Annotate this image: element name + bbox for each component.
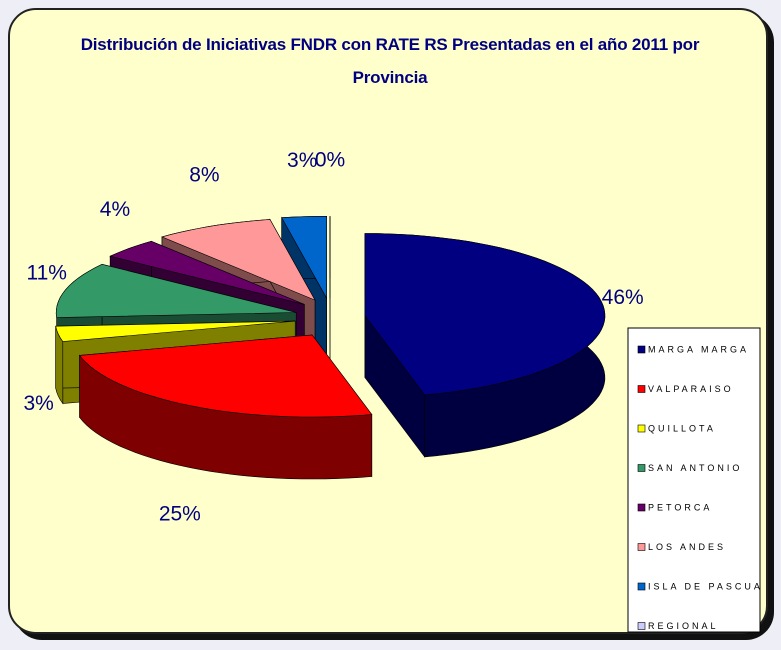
legend-swatch [637,622,646,630]
data-label: 3% [23,392,53,415]
legend-label: REGIONAL [648,621,719,631]
data-label: 11% [26,262,66,285]
legend-label: ISLA DE PASCUA [648,581,763,591]
data-label: 4% [100,198,130,221]
legend-swatch [637,582,646,591]
legend-label: QUILLOTA [648,423,716,433]
legend-swatch [637,385,646,393]
legend-label: VALPARAISO [648,384,734,394]
legend-swatch [637,345,646,354]
slice [364,233,606,396]
legend-swatch [637,503,646,512]
slice [109,240,305,305]
data-label: 3% [287,149,317,172]
slice [55,263,297,318]
chart-title: Distribución de Iniciativas FNDR con RAT… [80,35,700,87]
slice [55,320,296,342]
legend-swatch [637,543,646,551]
data-label: 0% [315,149,345,172]
legend-label: PETORCA [648,502,712,512]
legend-box [627,327,761,633]
legend-label: MARGA MARGA [648,344,749,354]
slice [79,334,373,418]
slice [281,215,327,300]
legend-swatch [637,424,646,433]
data-label: 25% [159,503,201,526]
legend-label: LOS ANDES [648,542,726,552]
legend-label: SAN ANTONIO [648,463,742,473]
data-label: 46% [602,286,644,309]
legend-swatch [637,464,646,472]
slice [161,219,316,301]
data-label: 8% [189,163,219,186]
